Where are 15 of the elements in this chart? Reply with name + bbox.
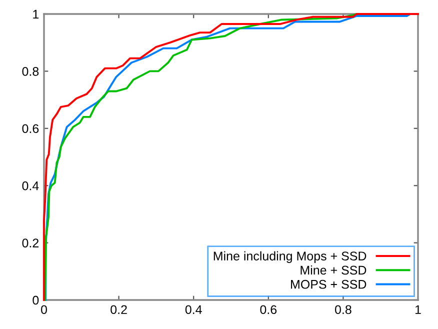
x-tick-label: 1	[415, 305, 421, 314]
y-tick-label: 0	[32, 296, 39, 305]
x-tick-label: 0.8	[335, 305, 352, 314]
y-tick-label: 0.2	[22, 238, 39, 248]
x-tick-label: 0.2	[110, 305, 127, 314]
y-tick-label: 0.8	[22, 67, 39, 76]
x-tick-label: 0	[41, 305, 47, 314]
y-tick-label: 0.4	[22, 181, 39, 190]
y-tick-label: 1	[33, 10, 39, 19]
y-tick-label: 0.6	[22, 124, 39, 134]
legend-label: Mine including Mops + SSD	[214, 251, 366, 263]
legend-label: MOPS + SSD	[291, 280, 366, 289]
legend-label: Mine + SSD	[300, 265, 366, 275]
x-tick-label: 0.4	[185, 305, 202, 314]
x-tick-label: 0.6	[260, 305, 277, 314]
